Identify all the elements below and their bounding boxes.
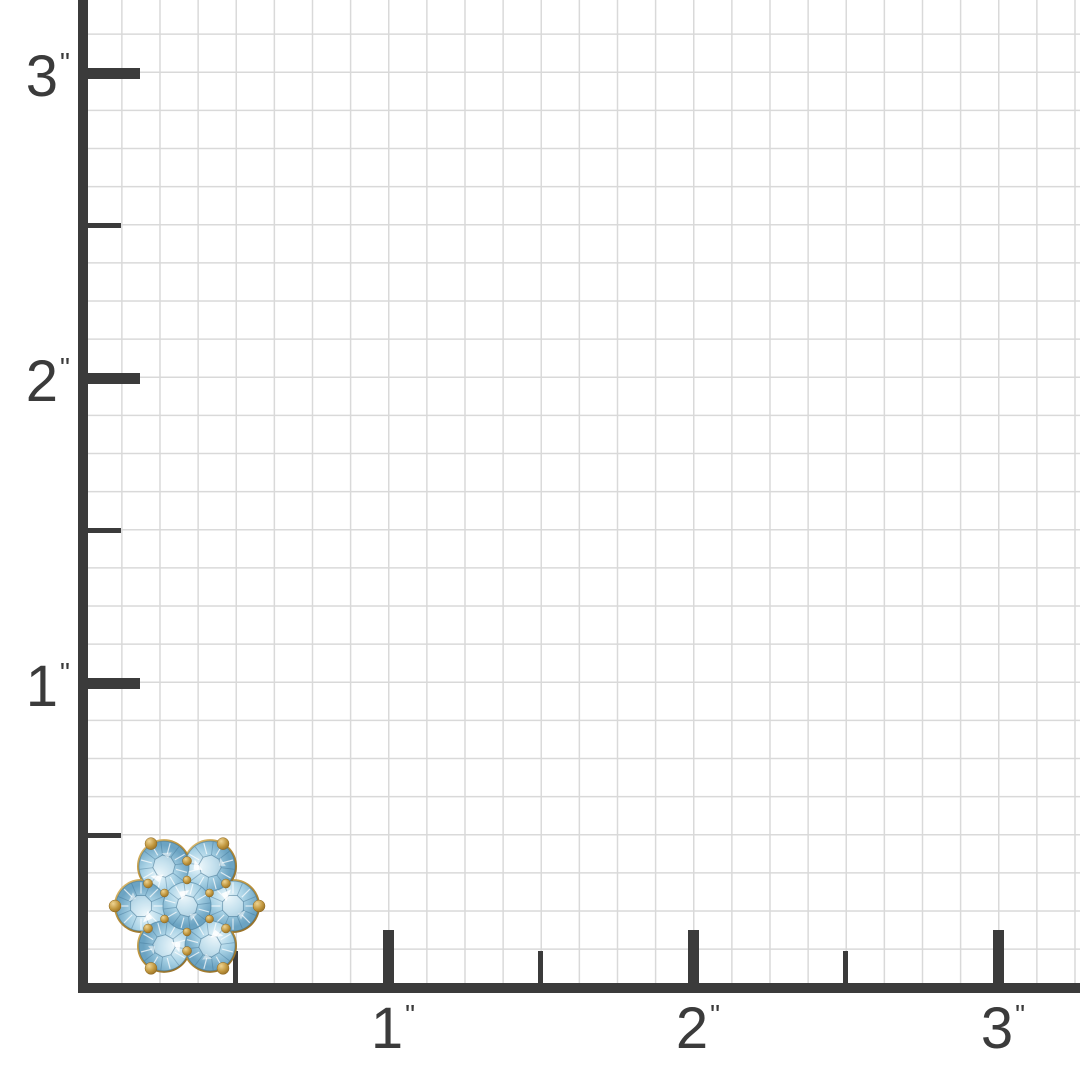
x-major-tick-2in: [687, 930, 699, 992]
y-major-tick-2in: [78, 372, 140, 384]
sparkle: [221, 889, 231, 902]
sparkle: [193, 859, 203, 870]
sparkle: [128, 892, 136, 902]
inch-mark: ": [405, 999, 415, 1030]
gold-junction-bead: [143, 878, 153, 889]
x-major-tick-1in: [382, 930, 394, 992]
inch-mark: ": [60, 47, 70, 78]
y-axis-label-1in-value: 1: [25, 654, 59, 719]
y-axis-label-2in-value: 2: [25, 349, 59, 414]
sparkle: [210, 929, 224, 938]
sparkle: [143, 910, 153, 923]
inch-mark: ": [60, 352, 70, 383]
y-major-tick-1in: [78, 677, 140, 689]
gold-junction-bead: [182, 856, 192, 866]
sparkle: [150, 874, 164, 883]
inch-mark: ": [1015, 999, 1025, 1030]
petal-stone: [207, 880, 259, 932]
sparkle: [202, 953, 213, 960]
sparkle: [171, 942, 181, 953]
petal-stone: [115, 880, 167, 932]
y-major-tick-3in: [78, 67, 140, 79]
gold-prong-bead: [205, 888, 214, 898]
x-axis-label-1in: 1": [371, 999, 415, 1068]
gold-tip-bead: [108, 899, 122, 913]
gold-junction-bead: [221, 923, 231, 934]
y-minor-tick: [78, 528, 121, 533]
gold-junction-bead: [182, 946, 192, 956]
gold-prong-bead: [160, 914, 169, 924]
inch-mark: ": [60, 657, 70, 688]
sparkle: [218, 857, 226, 867]
y-minor-tick: [78, 223, 121, 228]
gold-tip-bead: [144, 962, 158, 975]
sparkle: [179, 890, 190, 901]
y-axis-label-3in: 3": [26, 47, 70, 116]
grid-paper: [83, 0, 1080, 988]
sparkle: [238, 910, 246, 920]
gold-tip-bead: [216, 837, 230, 850]
gold-junction-bead: [221, 878, 231, 889]
gold-tip-bead: [252, 899, 266, 913]
y-axis-label-2in: 2": [26, 352, 70, 421]
gold-junction-bead: [143, 923, 153, 934]
x-major-tick-3in: [992, 930, 1004, 992]
jewelry-item-flower-cluster: [97, 816, 277, 996]
y-axis-line: [78, 0, 88, 993]
flower-cluster-svg: [108, 837, 266, 975]
x-axis-label-2in-value: 2: [675, 996, 709, 1061]
y-axis-label-3in-value: 3: [25, 44, 59, 109]
x-minor-tick: [538, 951, 543, 992]
sparkle: [189, 913, 198, 921]
gold-prong-bead: [182, 875, 192, 885]
y-minor-tick: [78, 833, 121, 838]
gold-tip-bead: [144, 837, 158, 850]
inch-mark: ": [710, 999, 720, 1030]
x-axis-line: [78, 983, 1080, 993]
center-stone: [162, 881, 212, 931]
petal-stone: [184, 840, 236, 892]
x-axis-label-2in: 2": [676, 999, 720, 1068]
sparkle: [148, 945, 156, 955]
gold-tip-bead: [216, 962, 230, 975]
flower-group: [108, 837, 266, 975]
gold-prong-bead: [182, 927, 192, 937]
x-axis-label-3in-value: 3: [980, 996, 1014, 1061]
y-axis-label-1in: 1": [26, 657, 70, 726]
x-axis-label-3in: 3": [981, 999, 1025, 1068]
sparkle: [161, 852, 172, 859]
gold-prong-bead: [160, 888, 169, 898]
x-minor-tick: [233, 951, 238, 992]
petal-stone: [138, 920, 190, 972]
x-axis-label-1in-value: 1: [370, 996, 404, 1061]
x-minor-tick: [843, 951, 848, 992]
gold-prong-bead: [205, 914, 214, 924]
